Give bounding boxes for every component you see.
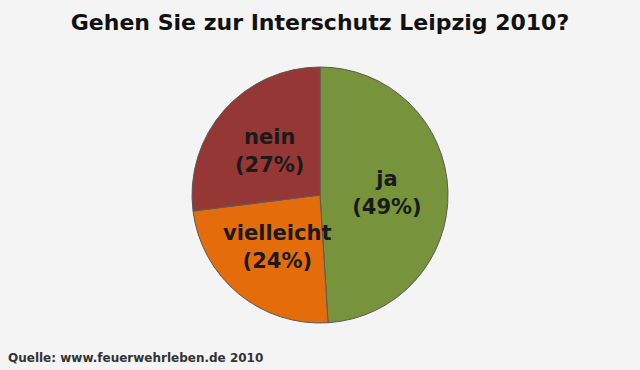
svg-text:Gehen Sie zur Interschutz Leip: Gehen Sie zur Interschutz Leipzig 2010? [71, 10, 569, 35]
svg-text:(49%): (49%) [352, 195, 421, 219]
svg-text:Quelle: www.feuerwehrleben.de: Quelle: www.feuerwehrleben.de 2010 [8, 351, 263, 365]
svg-text:ja: ja [375, 167, 397, 191]
svg-text:(27%): (27%) [235, 153, 304, 177]
svg-text:vielleicht: vielleicht [223, 221, 331, 245]
svg-text:nein: nein [244, 125, 295, 149]
svg-text:(24%): (24%) [243, 249, 312, 273]
